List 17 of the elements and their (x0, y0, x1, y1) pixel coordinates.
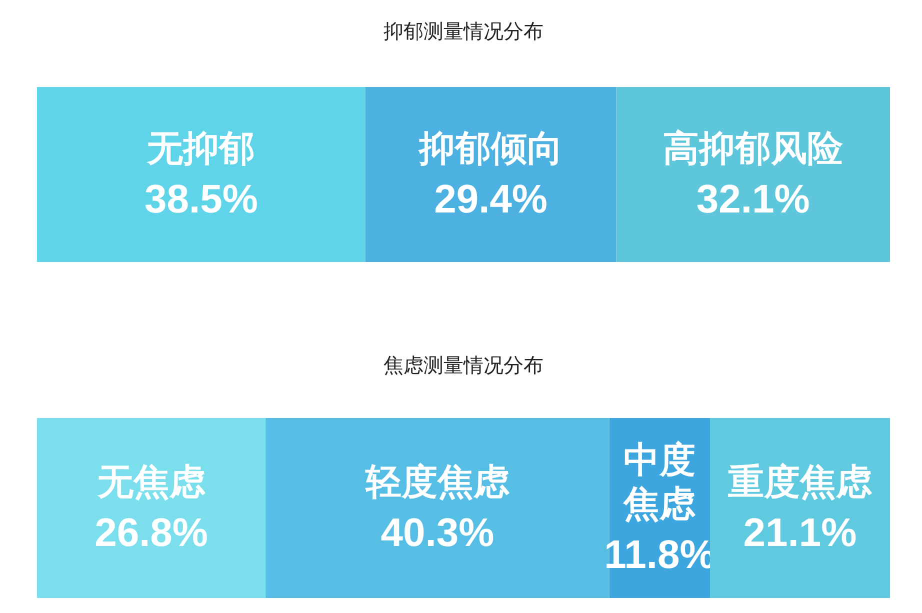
series-label: 轻度焦虑 (364, 462, 510, 503)
data-label: 32.1% (696, 178, 810, 222)
data-label: 11.8% (604, 533, 716, 577)
series-label: 无焦虑 (96, 462, 206, 503)
data-label: 38.5% (144, 178, 258, 222)
chart-title: 焦虑测量情况分布 (384, 353, 544, 377)
data-label: 26.8% (94, 511, 208, 555)
data-label: 21.1% (743, 511, 857, 555)
series-label: 重度焦虑 (728, 462, 874, 503)
series-label: 高抑郁风险 (663, 128, 844, 170)
chart-title: 抑郁测量情况分布 (384, 19, 544, 43)
bar (37, 418, 266, 598)
data-label: 29.4% (434, 178, 548, 222)
series-label: 抑郁倾向 (418, 128, 563, 170)
series-label: 中度焦虑 (622, 440, 697, 525)
series-label: 无抑郁 (146, 128, 256, 170)
data-label: 40.3% (380, 511, 494, 555)
